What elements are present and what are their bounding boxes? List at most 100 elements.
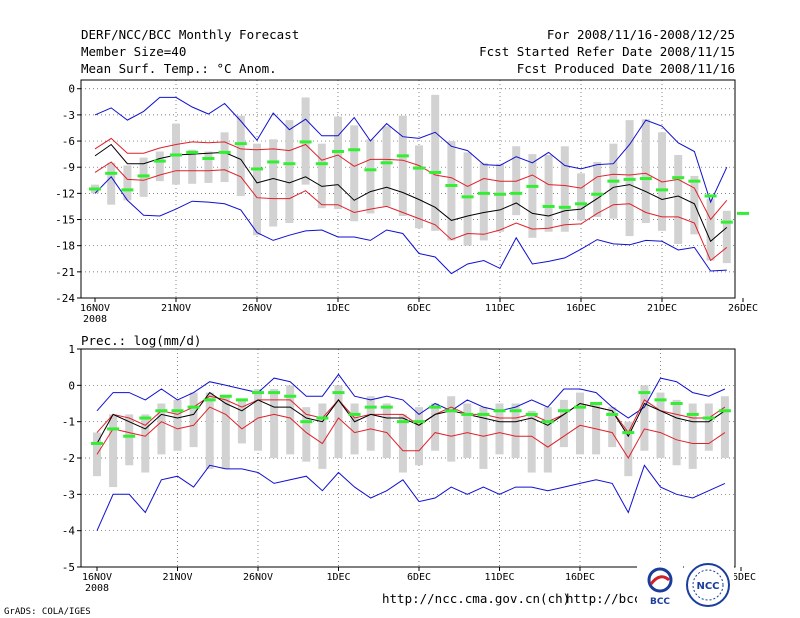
ytick-label: -6 <box>62 135 75 148</box>
ytick-label: -9 <box>62 161 75 174</box>
median-marker <box>445 184 458 188</box>
xtick-label: 1DEC <box>326 303 350 314</box>
median-marker <box>557 409 570 413</box>
spread-box <box>463 152 472 246</box>
median-marker <box>413 420 425 424</box>
spread-box <box>431 94 440 231</box>
median-marker <box>348 412 361 416</box>
median-marker <box>299 140 312 144</box>
median-marker <box>590 402 603 405</box>
median-marker <box>123 434 136 438</box>
spread-box <box>398 115 407 217</box>
year-label: 2008 <box>85 583 109 594</box>
spread-box <box>173 399 182 451</box>
xtick-label: 26DEC <box>726 572 756 583</box>
figure-title: DERF/NCC/BCC Monthly Forecast <box>81 27 299 42</box>
spread-box <box>479 407 488 469</box>
spread-box <box>350 403 359 455</box>
bcc-logo-text: BCC <box>650 597 670 607</box>
spread-box <box>576 392 584 455</box>
ytick-label: 0 <box>68 379 75 392</box>
spread-box <box>254 388 262 451</box>
median-marker <box>672 176 685 180</box>
xtick-label: 16DEC <box>565 572 595 583</box>
median-marker <box>268 391 281 395</box>
median-marker <box>494 192 506 196</box>
median-marker <box>510 191 523 195</box>
median-marker <box>332 150 344 154</box>
ytick-label: -18 <box>55 240 75 253</box>
temperature-panel: 0 -3 -6 -9 -12 -15 -18 -21 -24 16NOV 21NOV 26NOV 1DE… <box>55 79 758 325</box>
forecast-started-date: Fcst Started Refer Date 2008/11/15 <box>479 44 735 59</box>
spread-box <box>204 151 213 183</box>
xtick-label: 21NOV <box>161 303 191 314</box>
spread-box <box>350 125 359 222</box>
median-marker <box>171 409 184 413</box>
xtick-label: 6DEC <box>407 303 431 314</box>
spread-box <box>189 392 198 448</box>
xtick-label: 16NOV <box>80 303 110 314</box>
series-upper-line <box>96 395 726 434</box>
spread-box <box>656 392 665 458</box>
median-marker <box>300 420 313 424</box>
spread-box <box>334 116 342 210</box>
xtick-label: 11DEC <box>485 303 515 314</box>
ncc-url-link[interactable]: http://ncc.cma.gov.cn(ch) <box>382 591 570 606</box>
median-marker <box>380 161 393 165</box>
spread-box <box>495 403 504 455</box>
spread-box <box>706 198 715 261</box>
spread-box <box>415 145 423 229</box>
median-marker <box>348 148 361 152</box>
median-marker <box>558 205 571 209</box>
forecast-period: For 2008/11/16-2008/12/25 <box>547 27 735 42</box>
forecast-produced-date: Fcst Produced Date 2008/11/16 <box>517 61 735 76</box>
median-marker <box>218 150 231 154</box>
median-marker <box>107 427 120 431</box>
spread-box <box>125 414 134 466</box>
spread-box <box>559 399 568 448</box>
xtick-label: 21DEC <box>647 303 677 314</box>
median-marker <box>622 431 635 435</box>
spread-box <box>382 403 391 458</box>
median-marker <box>315 162 328 166</box>
grads-credit: GrADS: COLA/IGES <box>4 607 91 617</box>
spread-box <box>107 162 116 205</box>
spread-box <box>688 403 697 469</box>
median-marker <box>155 409 168 413</box>
median-marker <box>235 398 248 402</box>
median-marker <box>493 409 506 413</box>
spread-box <box>366 139 375 214</box>
ytick-label: -21 <box>55 266 75 279</box>
bcc-url-link[interactable]: http://bcc.c <box>566 591 656 606</box>
median-marker <box>639 177 652 181</box>
spread-box <box>237 399 246 444</box>
ncc-logo-text: NCC <box>696 581 719 592</box>
xtick-label: 21NOV <box>162 572 192 583</box>
spread-box <box>155 151 164 182</box>
median-marker <box>252 391 264 395</box>
spread-box <box>496 163 504 232</box>
median-marker <box>525 412 538 416</box>
median-marker <box>234 142 247 146</box>
median-marker <box>284 394 297 398</box>
xtick-label: 6DEC <box>407 572 431 583</box>
ytick-label: -3 <box>62 109 75 122</box>
ytick-label: -4 <box>62 525 76 538</box>
median-marker <box>89 187 101 191</box>
plot-frame <box>80 79 736 299</box>
median-marker <box>542 204 555 208</box>
spread-box <box>157 403 166 455</box>
median-marker <box>139 416 152 420</box>
ytick-label: 0 <box>68 83 75 96</box>
series-min-line <box>94 176 727 275</box>
median-marker <box>654 398 667 402</box>
spread-box <box>447 141 456 241</box>
median-marker <box>704 194 717 198</box>
spread-box <box>577 173 585 221</box>
spread-box <box>415 407 423 466</box>
spread-box <box>285 120 294 224</box>
median-marker <box>607 179 620 183</box>
spread-box <box>220 132 229 183</box>
ytick-label: -12 <box>55 187 75 200</box>
xtick-label: 26NOV <box>242 303 272 314</box>
